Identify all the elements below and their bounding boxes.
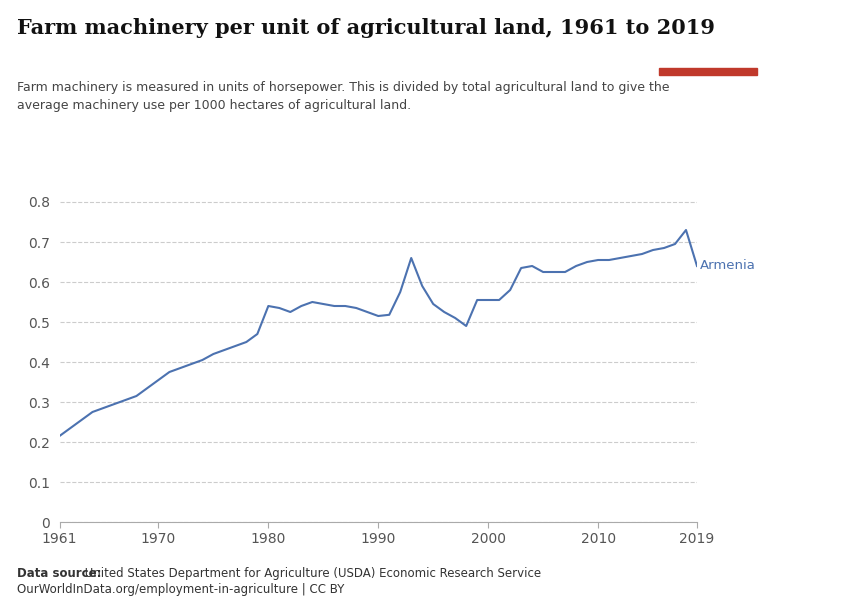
Text: Farm machinery per unit of agricultural land, 1961 to 2019: Farm machinery per unit of agricultural …: [17, 18, 715, 38]
Text: United States Department for Agriculture (USDA) Economic Research Service: United States Department for Agriculture…: [81, 567, 541, 580]
Bar: [659, 68, 756, 75]
Text: Farm machinery is measured in units of horsepower. This is divided by total agri: Farm machinery is measured in units of h…: [17, 81, 670, 94]
Text: OurWorldInData.org/employment-in-agriculture | CC BY: OurWorldInData.org/employment-in-agricul…: [17, 583, 344, 596]
Text: Our World: Our World: [677, 29, 737, 39]
Text: average machinery use per 1000 hectares of agricultural land.: average machinery use per 1000 hectares …: [17, 99, 411, 112]
Text: in Data: in Data: [686, 46, 728, 56]
Text: Armenia: Armenia: [700, 259, 756, 272]
Text: Data source:: Data source:: [17, 567, 101, 580]
